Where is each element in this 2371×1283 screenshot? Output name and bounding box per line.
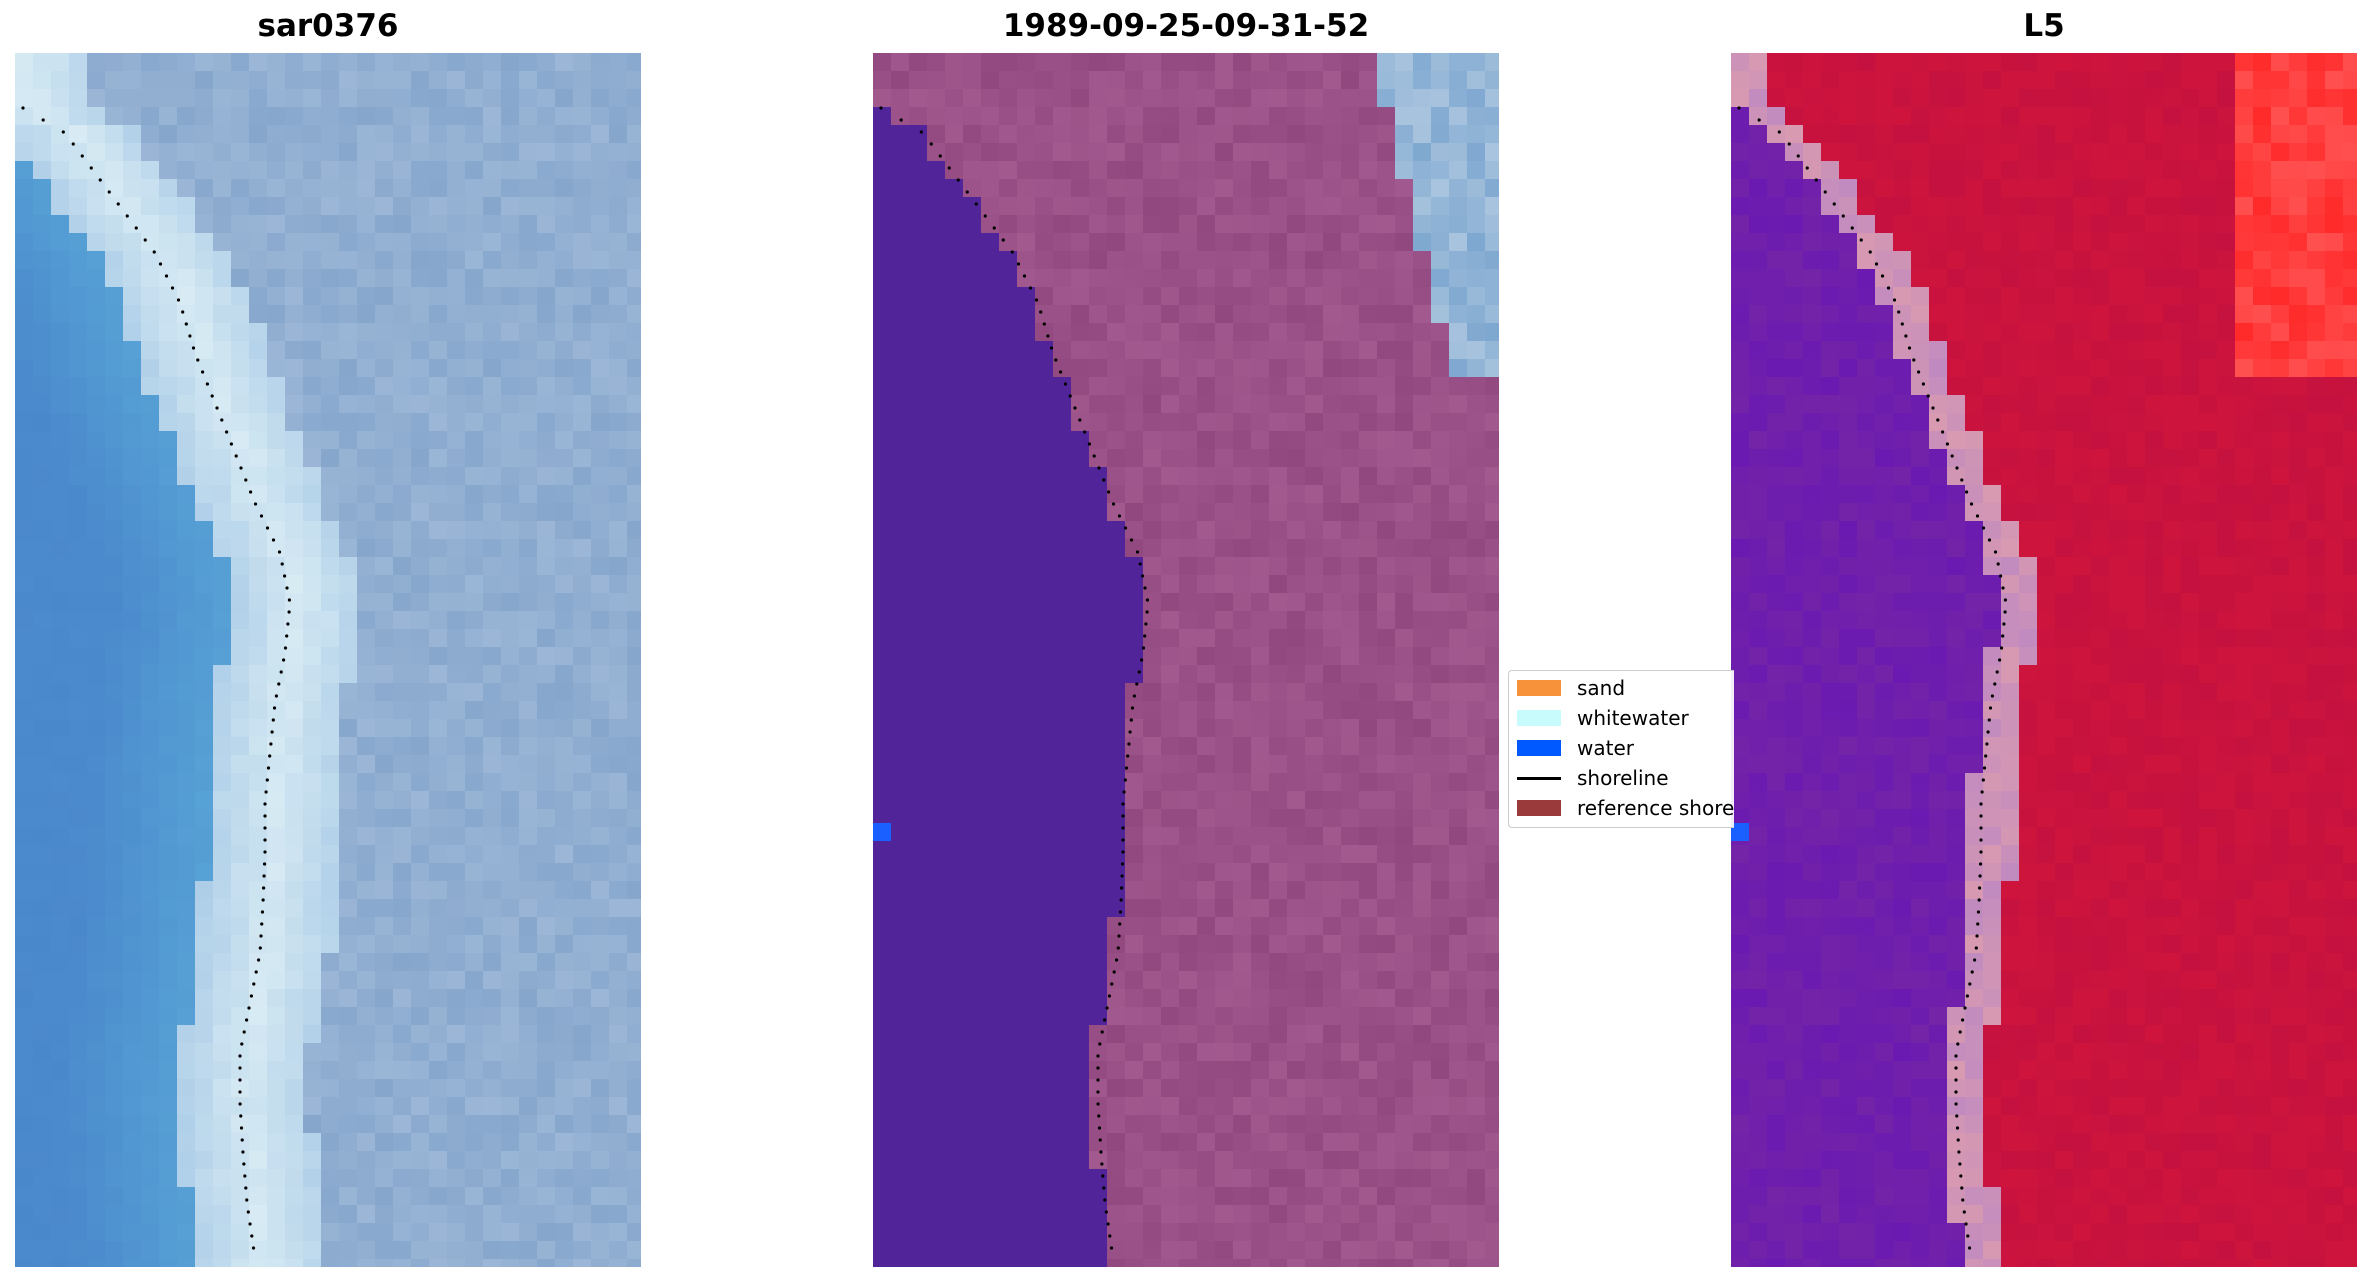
shoreline-dots <box>21 106 291 1250</box>
shoreline-dots <box>879 106 1149 1250</box>
legend-label: whitewater <box>1577 706 1689 730</box>
legend-swatch-whitewater <box>1517 710 1561 726</box>
water-marker <box>873 823 891 841</box>
legend-item-reference-shoreline: reference shoreline <box>1517 796 1734 820</box>
legend-label: water <box>1577 736 1634 760</box>
panel-title-index: L5 <box>2023 8 2065 44</box>
legend-item-water: water <box>1517 736 1634 760</box>
legend: sand whitewater water shoreline referenc… <box>1508 670 1734 828</box>
legend-item-sand: sand <box>1517 676 1626 700</box>
legend-swatch-sand <box>1517 680 1561 696</box>
water-marker <box>1731 823 1749 841</box>
classified-image-panel <box>873 53 1499 1267</box>
legend-swatch-water <box>1517 740 1561 756</box>
legend-label: sand <box>1577 676 1626 700</box>
shoreline-dots <box>1737 106 2007 1250</box>
legend-item-shoreline: shoreline <box>1517 766 1669 790</box>
panel-title-classified: 1989-09-25-09-31-52 <box>1002 8 1370 44</box>
legend-label: shoreline <box>1577 766 1669 790</box>
panel-title-rgb: sar0376 <box>257 8 399 44</box>
rgb-image-panel <box>15 53 641 1267</box>
legend-line-shoreline <box>1517 776 1561 780</box>
legend-swatch-reference-shoreline <box>1517 800 1561 816</box>
legend-item-whitewater: whitewater <box>1517 706 1689 730</box>
legend-label: reference shoreline <box>1577 796 1734 820</box>
index-image-panel <box>1731 53 2357 1267</box>
